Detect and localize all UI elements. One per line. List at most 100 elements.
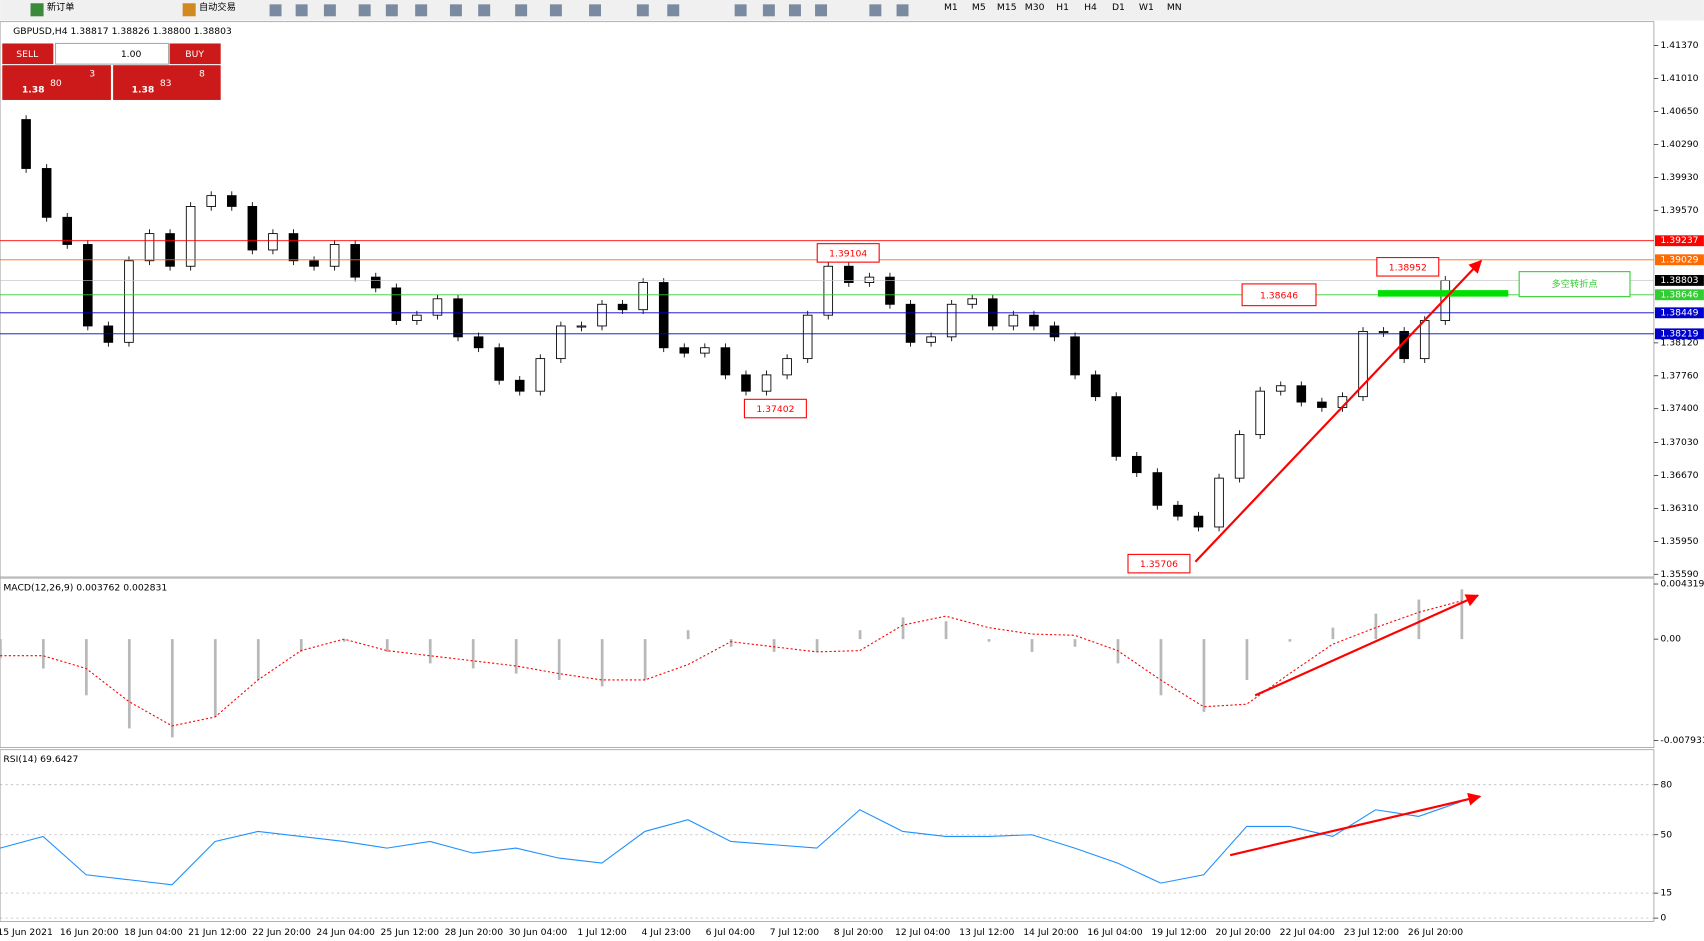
candle — [206, 195, 216, 207]
candle — [1275, 385, 1286, 392]
toolbar-icons — [269, 4, 909, 17]
sell-price-big: 1.38 — [22, 85, 45, 96]
lot-value[interactable]: 1.00 — [121, 49, 142, 60]
candle — [1234, 434, 1245, 479]
macd-bar — [987, 639, 991, 642]
x-tick-label: 23 Jul 12:00 — [1344, 927, 1399, 938]
candle — [144, 233, 155, 262]
macd-bar — [299, 639, 303, 652]
candle — [679, 347, 690, 354]
auto-trading-button[interactable]: 自动交易 — [199, 1, 236, 13]
timeframe-button[interactable]: D1 — [1112, 2, 1125, 13]
trend-arrow — [1194, 259, 1483, 563]
candle — [1358, 331, 1368, 398]
y-tick-label: 1.40650 — [1660, 106, 1698, 117]
x-tick-label: 4 Jul 23:00 — [641, 927, 691, 938]
buy-button[interactable] — [169, 43, 221, 65]
y-tick-label: 1.41010 — [1660, 73, 1698, 84]
candle — [556, 325, 566, 360]
candle — [638, 282, 648, 311]
y-tick-label: 1.40290 — [1660, 139, 1698, 150]
current-price-bg — [1655, 274, 1704, 286]
candle — [885, 276, 895, 305]
timeframe-button[interactable]: M30 — [1025, 2, 1045, 13]
y-tick-label: -0.007931 — [1660, 735, 1704, 746]
x-tick-label: 7 Jul 12:00 — [770, 927, 820, 938]
candle — [288, 233, 299, 262]
candle — [1214, 477, 1224, 528]
macd-bar — [643, 639, 647, 680]
price-annotation: 1.38646 — [1260, 290, 1298, 301]
timeframe-button[interactable]: MN — [1167, 2, 1182, 13]
y-tick-label: 0.00 — [1660, 634, 1681, 645]
trade-panel: SELL 1.00 BUY 1.38 80 3 1.38 83 8 — [2, 42, 221, 100]
y-tick-label: 1.37030 — [1660, 437, 1698, 448]
candle — [700, 347, 710, 354]
x-tick-label: 15 Jun 2021 — [0, 927, 53, 938]
x-tick-label: 22 Jun 20:00 — [252, 927, 311, 938]
lot-input[interactable] — [54, 42, 170, 65]
buy-price-big: 1.38 — [132, 85, 155, 96]
macd-bar — [41, 639, 45, 669]
candle — [741, 374, 751, 392]
level-label-bg — [1655, 307, 1704, 319]
y-tick-label: 0 — [1660, 913, 1666, 924]
level-label-bg — [1655, 235, 1704, 247]
candle — [494, 347, 504, 381]
buy-price-pips: 83 — [160, 78, 172, 89]
macd-bar — [0, 639, 2, 659]
new-order-icon[interactable] — [30, 3, 44, 17]
current-price-label: 1.38803 — [1660, 275, 1698, 286]
timeframe-button[interactable]: H4 — [1084, 2, 1097, 13]
macd-bar — [1288, 639, 1292, 642]
candle — [1317, 401, 1327, 408]
macd-bar — [772, 639, 776, 652]
sell-price-box[interactable] — [2, 65, 111, 100]
new-order-button[interactable]: 新订单 — [47, 1, 75, 13]
price-annotation-box — [1376, 257, 1440, 277]
x-tick-label: 16 Jul 04:00 — [1087, 927, 1142, 938]
note-text: 多空转折点 — [1552, 278, 1598, 290]
level-label: 1.39237 — [1660, 235, 1698, 246]
candle — [185, 206, 196, 267]
macd-signal — [0, 600, 1462, 727]
timeframe-button[interactable]: H1 — [1056, 2, 1069, 13]
auto-trading-icon[interactable] — [182, 3, 196, 17]
macd-bar — [127, 639, 131, 729]
y-tick-label: 1.36310 — [1660, 503, 1698, 514]
timeframe-button[interactable]: W1 — [1139, 2, 1154, 13]
buy-label[interactable]: BUY — [185, 49, 204, 60]
x-tick-label: 16 Jun 20:00 — [60, 927, 119, 938]
x-tick-label: 14 Jul 20:00 — [1023, 927, 1078, 938]
macd-bar — [84, 639, 88, 696]
price-annotation: 1.38952 — [1389, 262, 1427, 273]
macd-frame — [0, 577, 1655, 748]
candle — [165, 233, 175, 267]
macd-bar — [686, 630, 690, 640]
macd-bar — [1202, 639, 1206, 712]
buy-price-box[interactable] — [113, 65, 221, 100]
chart-header: GBPUSD,H4 1.38817 1.38826 1.38800 1.3880… — [13, 26, 232, 37]
candle — [1378, 331, 1389, 333]
sell-button[interactable] — [2, 43, 54, 65]
x-tick-label: 26 Jul 20:00 — [1408, 927, 1463, 938]
candle — [227, 195, 237, 207]
price-annotation-box — [816, 243, 880, 263]
macd-bar — [342, 639, 346, 642]
timeframe-button[interactable]: M1 — [944, 2, 958, 13]
macd-bar — [1331, 627, 1335, 640]
x-tick-label: 19 Jul 12:00 — [1151, 927, 1206, 938]
price-annotation: 1.35706 — [1140, 559, 1178, 570]
price-annotation-box — [1241, 283, 1317, 307]
candle — [823, 265, 834, 316]
sell-label[interactable]: SELL — [16, 49, 39, 60]
rsi-arrow — [1229, 792, 1482, 857]
timeframe-button[interactable]: M5 — [972, 2, 986, 13]
y-tick-label: 1.39570 — [1660, 205, 1698, 216]
candle — [1049, 325, 1060, 338]
y-tick-label: 1.37400 — [1660, 403, 1698, 414]
x-tick-label: 1 Jul 12:00 — [577, 927, 627, 938]
timeframe-button[interactable]: M15 — [997, 2, 1017, 13]
y-tick-label: 1.38120 — [1660, 337, 1698, 348]
candle — [761, 374, 772, 392]
